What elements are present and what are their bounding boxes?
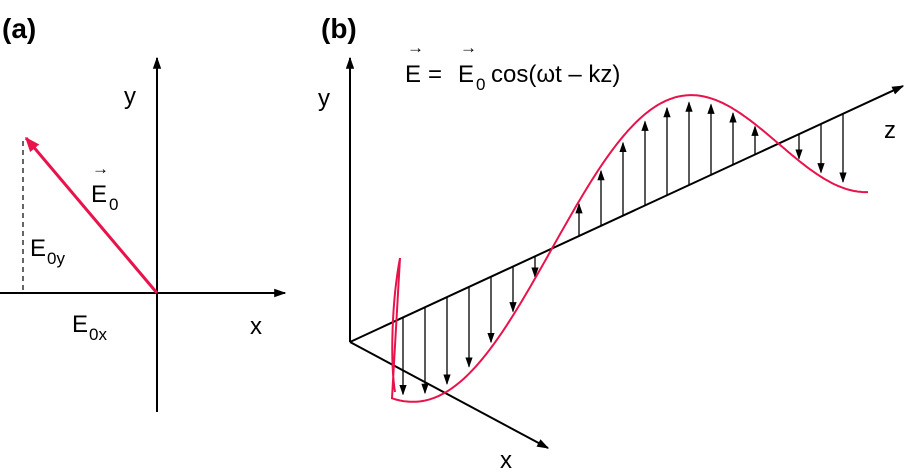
x-axis <box>349 341 550 449</box>
component-e0y-label: E 0y <box>30 235 65 268</box>
vector-e0-main: E <box>91 181 107 208</box>
equation-equals: = <box>428 61 442 88</box>
electric-field-wave <box>390 94 868 403</box>
y-axis-label: y <box>318 85 330 112</box>
equation-lhs: E <box>405 61 421 88</box>
y-axis-label: y <box>124 83 136 110</box>
vector-e0-label: → E 0 <box>91 159 118 214</box>
field-arrows <box>399 101 847 396</box>
vector-arrow-symbol: → <box>92 159 109 178</box>
equation-rest: cos(ωt – kz) <box>491 61 620 88</box>
equation-rhs-sub: 0 <box>476 75 485 94</box>
vector-e0 <box>24 136 159 294</box>
x-axis-label: x <box>250 313 262 340</box>
equation-arrow-lhs: → <box>407 38 424 57</box>
vector-e0-sub: 0 <box>109 195 118 214</box>
panel-a: (a) x y → E 0 E 0y E 0x <box>0 13 287 412</box>
component-e0x-main: E <box>72 311 88 338</box>
component-e0x-sub: 0x <box>89 325 107 344</box>
component-e0y-main: E <box>30 235 46 262</box>
equation-rhs-main: E <box>458 61 474 88</box>
component-e0x-label: E 0x <box>72 311 107 344</box>
panel-b-label: (b) <box>321 13 357 44</box>
panel-a-label: (a) <box>2 13 36 44</box>
panel-b: (b) y z x → E = → E 0 cos(ωt – kz) <box>318 13 905 474</box>
wave-equation: → E = → E 0 cos(ωt – kz) <box>405 38 620 94</box>
z-axis <box>349 85 905 343</box>
component-e0y-sub: 0y <box>47 249 65 268</box>
z-axis-label: z <box>884 117 896 144</box>
x-axis-label: x <box>500 447 512 474</box>
equation-arrow-rhs: → <box>460 38 477 57</box>
